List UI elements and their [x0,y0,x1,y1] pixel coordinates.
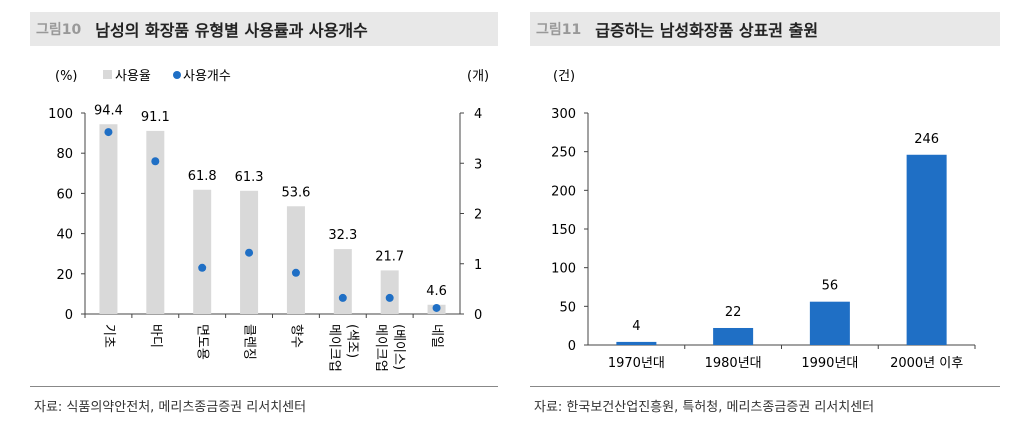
legend-bar-label: 사용율 [115,69,151,84]
y-tick-label: 200 [551,184,576,199]
filings-bar [616,341,657,345]
y2-tick-label: 2 [474,208,482,223]
left-chart-title: 남성의 화장품 유형별 사용률과 사용개수 [95,21,368,40]
y-tick-label: 100 [48,107,73,122]
x-category-label: 기초 [101,324,116,348]
usage-rate-bar [286,206,305,314]
left-divider [30,386,498,387]
filings-bar [906,154,947,345]
y-tick-label: 100 [551,262,576,277]
y-tick-label: 150 [551,223,576,238]
usage-count-dot [104,128,113,137]
x-category-label: 향수 [288,324,303,348]
usage-count-dot [291,268,300,277]
usage-rate-label: 21.7 [375,249,404,264]
y-tick-label: 40 [56,228,73,243]
x-category-label: 1970년대 [608,356,665,371]
usage-count-dot [338,293,347,302]
left-chart-header: 그림10 남성의 화장품 유형별 사용률과 사용개수 [30,12,498,46]
usage-rate-label: 53.6 [281,185,310,200]
x-category-label: 바디 [148,324,163,348]
x-category-label: (색조) [344,324,359,358]
x-category-label: 클렌징 [242,324,257,360]
usage-rate-label: 91.1 [141,110,170,125]
x-category-label: 2000년 이후 [890,356,963,371]
y-axis-unit-right: (개) [467,69,489,84]
y-axis-unit-left: (%) [55,69,78,84]
y-tick-label: 0 [568,339,576,354]
usage-count-dot [198,263,207,272]
y-tick-label: 80 [56,147,73,162]
usage-rate-bar [333,249,352,314]
usage-rate-label: 94.4 [94,103,123,118]
legend-dot-label: 사용개수 [183,69,231,84]
usage-count-dot [432,303,441,312]
usage-rate-bar [380,270,399,314]
x-category-label: 메이크업 [373,324,388,372]
filings-value-label: 246 [914,132,939,147]
right-source: 자료: 한국보건산업진흥원, 특허청, 메리츠종금증권 리서치센터 [534,400,875,415]
filings-value-label: 56 [822,279,839,294]
x-category-label: 네일 [429,324,444,348]
usage-rate-label: 4.6 [426,284,447,299]
usage-rate-bar [193,189,212,314]
right-figure-number: 그림11 [536,22,582,38]
y-tick-label: 0 [65,308,73,323]
usage-rate-bar [146,130,165,314]
usage-rate-label: 32.3 [328,228,357,243]
usage-rate-label: 61.3 [235,170,264,185]
x-category-label: 메이크업 [326,324,341,372]
y-axis-unit: (건) [553,69,575,84]
y-tick-label: 60 [56,187,73,202]
right-divider [530,386,1000,387]
y2-tick-label: 3 [474,157,482,172]
legend-bar-swatch [103,70,112,79]
filings-bar [713,327,754,345]
usage-count-dot [385,293,394,302]
right-chart-header: 그림11 급증하는 남성화장품 상표권 출원 [530,12,1000,46]
usage-rate-label: 61.8 [188,169,217,184]
y-tick-label: 300 [551,107,576,122]
usage-rate-bar [99,124,118,314]
left-figure-number: 그림10 [36,22,82,38]
x-category-label: 1990년대 [801,356,858,371]
y-tick-label: 250 [551,146,576,161]
y-tick-label: 50 [559,300,576,315]
y2-tick-label: 1 [474,258,482,273]
y2-tick-label: 0 [474,308,482,323]
x-category-label: (베이스) [391,324,406,370]
x-category-label: 면도용 [195,324,210,360]
usage-count-dot [245,248,254,257]
filings-value-label: 4 [632,319,640,334]
right-chart-title: 급증하는 남성화장품 상표권 출원 [595,21,819,40]
filings-bar [809,301,850,345]
y-tick-label: 20 [56,268,73,283]
filings-value-label: 22 [725,305,742,320]
usage-count-dot [151,157,160,166]
x-category-label: 1980년대 [705,356,762,371]
legend-dot-swatch [173,71,181,79]
left-source: 자료: 식품의약안전처, 메리츠종금증권 리서치센터 [34,400,307,415]
y2-tick-label: 4 [474,107,482,122]
